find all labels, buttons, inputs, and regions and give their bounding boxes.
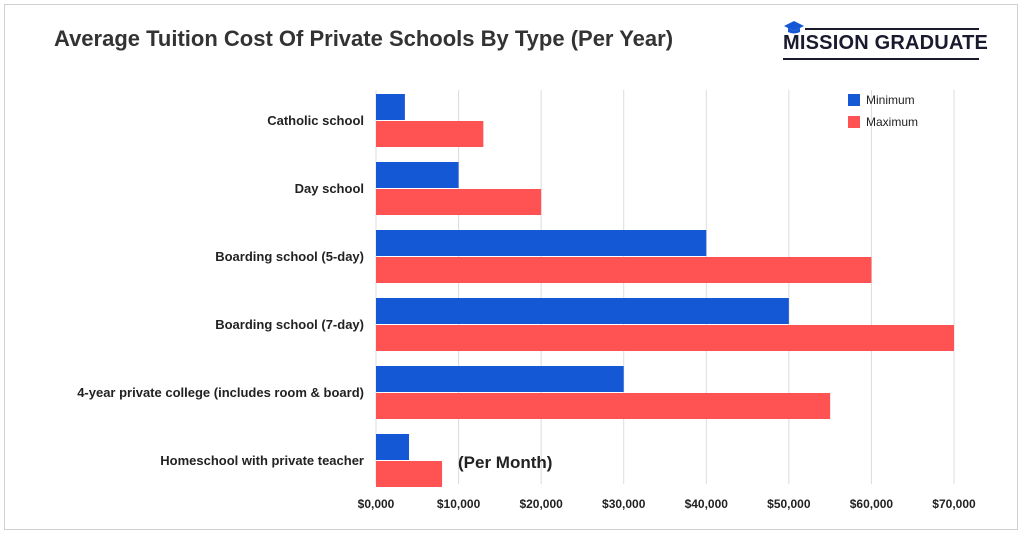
annotations: (Per Month): [458, 453, 552, 472]
brand-rule-bottom: [783, 58, 979, 60]
grid-lines: [375, 90, 955, 484]
brand-logo: MISSION GRADUATE: [783, 20, 988, 60]
bar-maximum: [376, 325, 954, 351]
brand-name: MISSION GRADUATE: [783, 32, 989, 54]
category-label: Catholic school: [267, 113, 364, 128]
category-label: Homeschool with private teacher: [160, 453, 364, 468]
category-label: 4-year private college (includes room & …: [77, 385, 364, 400]
x-tick-label: $50,000: [767, 497, 811, 511]
x-tick-label: $70,000: [932, 497, 976, 511]
category-labels: Catholic school Day school Boarding school…: [77, 113, 364, 468]
bar-maximum: [376, 393, 831, 419]
legend-swatch-maximum: [848, 116, 860, 128]
brand-rule-top: [805, 28, 979, 30]
chart-title: Average Tuition Cost Of Private Schools …: [54, 26, 674, 51]
bar-minimum: [376, 298, 789, 324]
x-tick-label: $0,000: [358, 497, 395, 511]
legend-label-minimum: Minimum: [866, 93, 915, 107]
bars: [376, 94, 954, 487]
bar-maximum: [376, 461, 443, 487]
bar-minimum: [376, 366, 624, 392]
bar-maximum: [376, 121, 484, 147]
bar-minimum: [376, 162, 459, 188]
x-tick-label: $20,000: [519, 497, 563, 511]
category-label: Boarding school (5-day): [215, 249, 364, 264]
category-label: Boarding school (7-day): [215, 317, 364, 332]
graduation-cap-icon: [784, 21, 804, 34]
bar-minimum: [376, 94, 405, 120]
category-label: Day school: [295, 181, 364, 196]
x-tick-label: $10,000: [437, 497, 481, 511]
annotation-per-month: (Per Month): [458, 453, 552, 472]
legend-swatch-minimum: [848, 94, 860, 106]
bar-maximum: [376, 257, 872, 283]
x-tick-labels: $0,000 $10,000 $20,000 $30,000 $40,000 $50,00…: [358, 497, 976, 511]
x-tick-label: $30,000: [602, 497, 646, 511]
bar-maximum: [376, 189, 542, 215]
legend-label-maximum: Maximum: [866, 115, 918, 129]
x-tick-label: $40,000: [685, 497, 729, 511]
chart-frame: [4, 4, 1018, 530]
bar-minimum: [376, 230, 707, 256]
legend: Minimum Maximum: [848, 93, 918, 129]
x-tick-label: $60,000: [850, 497, 894, 511]
bar-minimum: [376, 434, 410, 460]
